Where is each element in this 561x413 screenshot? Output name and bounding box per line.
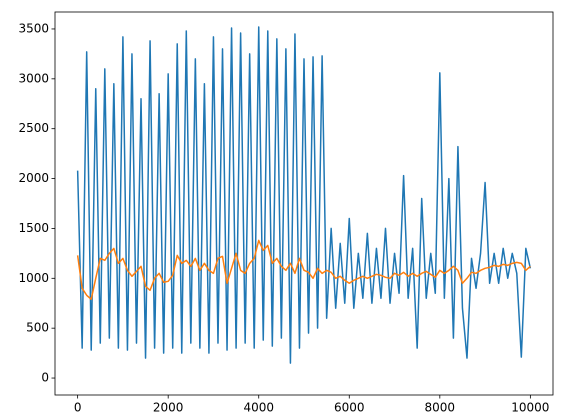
axes-frame bbox=[54, 11, 554, 396]
y-tick-label: 1000 bbox=[18, 271, 49, 285]
y-tick-label: 0 bbox=[41, 371, 49, 385]
series-line bbox=[76, 239, 531, 300]
y-tick-label: 2000 bbox=[18, 171, 49, 185]
x-tick-label: 2000 bbox=[153, 401, 184, 413]
x-tick-label: 0 bbox=[74, 401, 82, 413]
x-tick-label: 4000 bbox=[243, 401, 274, 413]
x-tick-label: 10000 bbox=[511, 401, 549, 413]
y-tick-label: 3500 bbox=[18, 21, 49, 35]
x-tick-label: 8000 bbox=[425, 401, 456, 413]
y-tick-label: 1500 bbox=[18, 221, 49, 235]
x-tick-label: 6000 bbox=[334, 401, 365, 413]
y-tick-label: 2500 bbox=[18, 121, 49, 135]
y-tick-label: 3000 bbox=[18, 71, 49, 85]
y-tick-label: 500 bbox=[26, 321, 49, 335]
series-line bbox=[76, 26, 532, 364]
